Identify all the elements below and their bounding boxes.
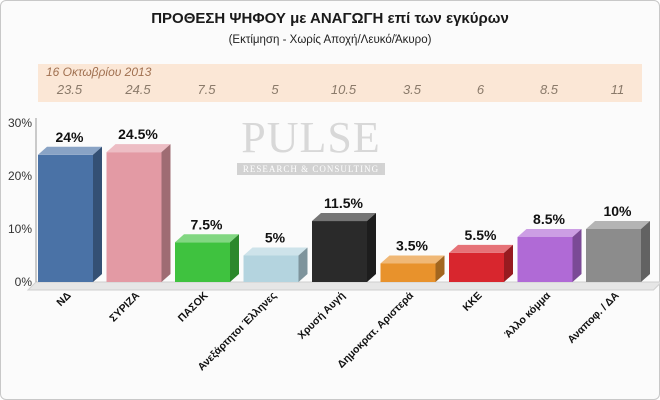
category-label: ΚΚΕ [460,290,484,314]
bar-side [298,247,308,282]
category-label: ΣΥΡΙΖΑ [107,289,142,324]
bar-value-label: 5% [265,230,286,246]
bar [380,255,445,282]
chart-subtitle: (Εκτίμηση - Χωρίς Αποχή/Λευκό/Άκυρο) [228,34,432,46]
previous-survey-value: 8.5 [539,82,559,97]
bar [312,213,376,282]
bar [243,247,308,282]
previous-survey-value: 5 [271,82,279,97]
previous-survey-value: 24.5 [125,82,151,97]
bar-front [380,263,436,282]
previous-survey-band [38,64,642,102]
bar-value-label: 3.5% [396,237,428,253]
y-tick-label: 20% [8,169,32,183]
previous-survey-date: 16 Οκτωβρίου 2013 [46,65,152,79]
bar-side [435,255,445,282]
bar-value-label: 8.5% [533,211,565,227]
previous-survey-value: 10.5 [330,82,357,97]
bar-value-label: 5.5% [465,227,497,243]
category-label: Άλλο κόμμα [502,289,553,340]
bar-top [175,234,239,243]
bar-side [641,221,650,282]
bar-front [243,255,299,282]
bar-top [449,244,513,253]
category-label: Δημοκρατ. Αριστερά [335,289,416,370]
bar-top [38,146,102,155]
bar [106,144,171,282]
chart-title: ΠΡΟΘΕΣΗ ΨΗΦΟΥ με ΑΝΑΓΩΓΗ επί των εγκύρων [151,10,509,27]
bar [38,146,102,282]
y-tick-label: 10% [8,222,32,236]
previous-survey-value: 6 [476,82,485,97]
bar-top [312,213,376,222]
bar-front [586,229,641,282]
previous-survey-value: 3.5 [402,82,422,97]
chart-floor [26,281,660,291]
previous-survey-value: 23.5 [56,82,83,97]
bar [449,244,513,282]
bar-side [230,234,239,282]
category-label: ΝΔ [54,289,74,309]
bar [517,228,582,282]
bar-side [572,228,582,282]
bar-front [449,252,504,282]
y-tick-label: 0% [15,275,33,289]
bar-front [175,242,230,282]
y-tick-label: 30% [8,116,32,130]
bar-top [380,255,445,264]
bar [586,221,650,282]
bar [175,234,239,282]
bar-value-label: 24% [55,129,84,145]
bar-front [517,236,573,282]
pulse-logo-watermark: PULSE [241,113,381,162]
bar-top [106,144,171,153]
category-label: Αναποφ. / ΔΑ [565,289,622,346]
bar-top [517,228,582,237]
bar-top [586,221,650,229]
previous-survey-value: 11 [610,82,625,97]
bar-side [504,244,513,282]
bar-front [38,154,93,282]
bar-front [106,152,162,282]
category-label: Χρυσή Αυγή [296,290,348,342]
bar-value-label: 11.5% [324,195,363,211]
pulse-logo-subtitle: RESEARCH & CONSULTING [237,163,385,175]
bar-side [161,144,171,282]
bar-value-label: 7.5% [191,216,223,232]
bar-top [243,247,308,256]
category-label: ΠΑΣΟΚ [176,289,211,324]
bar-front [312,221,367,282]
bar-value-label: 10% [603,203,632,219]
category-label: Ανεξάρτητοι Έλληνες [195,289,279,373]
bar-side [93,146,102,282]
previous-survey-value: 7.5 [197,82,216,97]
bar-side [367,213,376,282]
bar-value-label: 24.5% [118,126,158,142]
